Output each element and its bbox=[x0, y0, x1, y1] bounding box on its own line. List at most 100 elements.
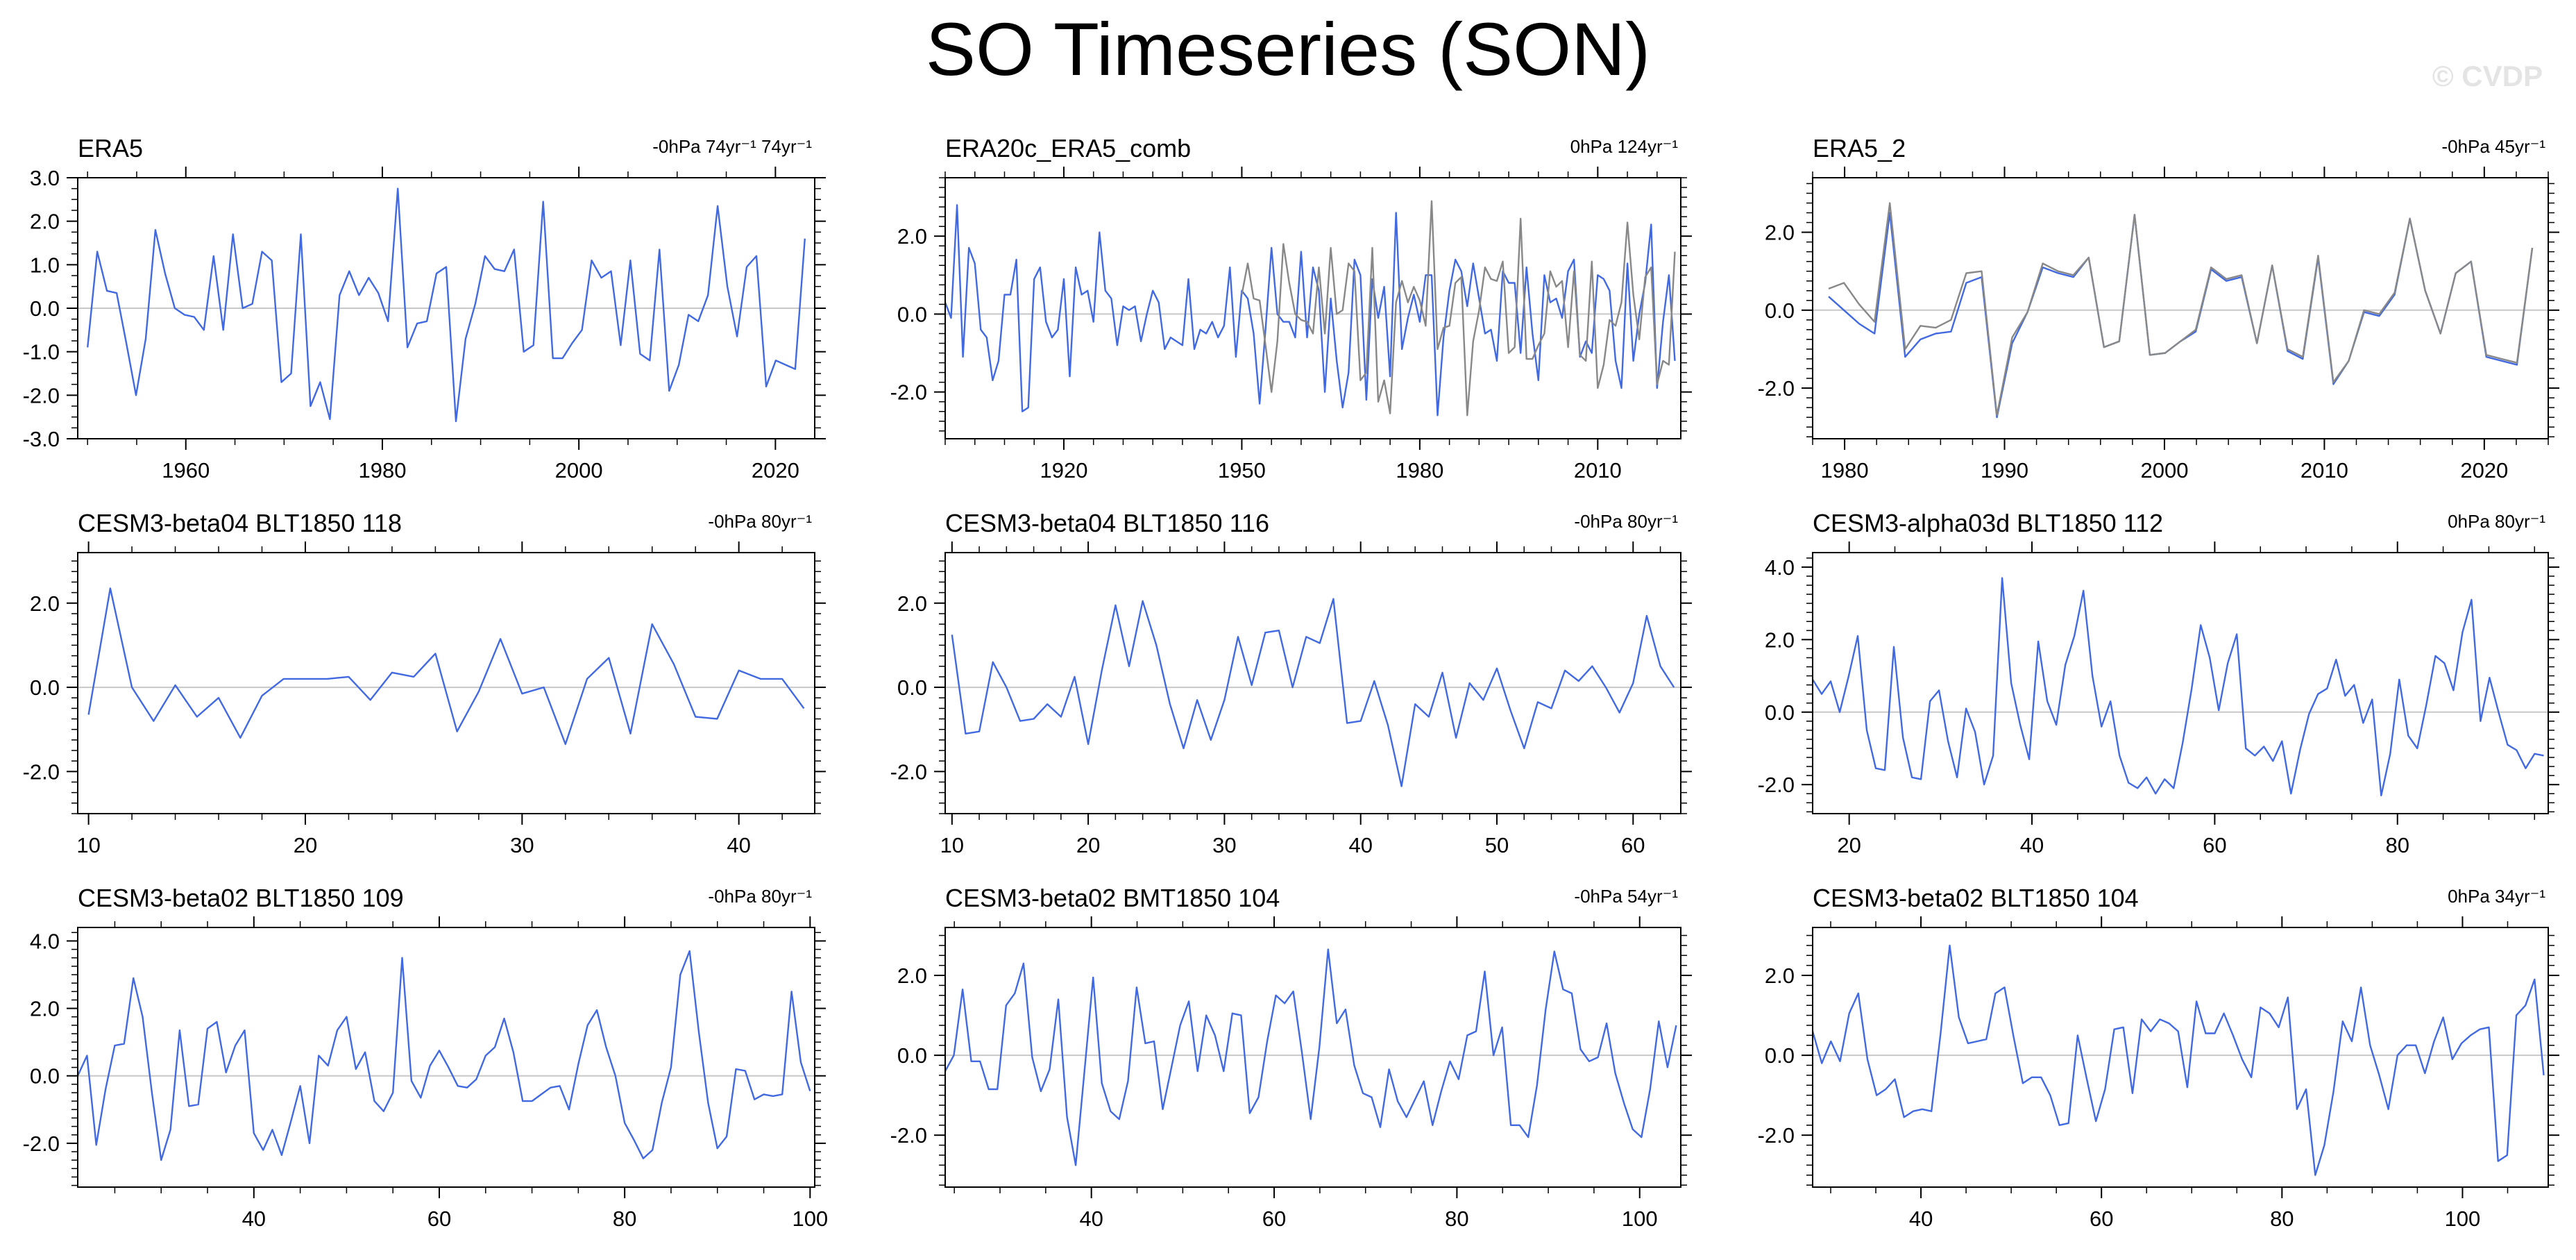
series-line-1 bbox=[1811, 944, 2545, 1176]
panel-annotation: 0hPa 124yr⁻¹ bbox=[1570, 136, 1679, 157]
y-tick-label: 2.0 bbox=[897, 964, 927, 988]
panel-title: ERA5 bbox=[78, 134, 143, 162]
y-tick-label: 4.0 bbox=[30, 929, 60, 953]
plot-frame bbox=[944, 177, 1681, 439]
panel-annotation: -0hPa 54yr⁻¹ bbox=[1574, 886, 1678, 907]
x-tick-label: 60 bbox=[1262, 1207, 1286, 1231]
x-tick-label: 2020 bbox=[2460, 458, 2508, 482]
x-tick-label: 20 bbox=[1076, 833, 1100, 857]
panel-title: ERA5_2 bbox=[1813, 134, 1906, 162]
series-line-1 bbox=[76, 950, 811, 1161]
x-tick-label: 40 bbox=[1348, 833, 1372, 857]
plot-frame bbox=[1812, 552, 2549, 814]
panel-annotation: -0hPa 80yr⁻¹ bbox=[708, 511, 812, 532]
x-tick-label: 60 bbox=[2203, 833, 2226, 857]
y-tick-label: -2.0 bbox=[23, 383, 60, 408]
y-tick-label: 2.0 bbox=[1765, 221, 1795, 245]
series-line-1 bbox=[1828, 212, 2534, 419]
x-tick-label: 40 bbox=[242, 1207, 266, 1231]
series-line-1 bbox=[87, 587, 805, 746]
x-tick-label: 1990 bbox=[1981, 458, 2028, 482]
panel-annotation: -0hPa 80yr⁻¹ bbox=[1574, 511, 1678, 532]
panel-2: -2.0 0.0 2.0 1920 1950 1980 2010 ERA20c_ERA5_co… bbox=[890, 134, 1692, 482]
x-tick-label: 40 bbox=[2020, 833, 2044, 857]
x-tick-label: 30 bbox=[1212, 833, 1236, 857]
panel-3: -2.0 0.0 2.0 1980 1990 2000 2010 2020 ERA5_2 -0hP… bbox=[1758, 134, 2559, 482]
plot-frame bbox=[77, 552, 815, 814]
panel-9: -2.0 0.0 2.0 40 60 80 100 CESM3-beta02 BLT1850 … bbox=[1758, 884, 2559, 1231]
plot-frame bbox=[944, 552, 1681, 814]
y-tick-label: 3.0 bbox=[30, 166, 60, 190]
x-tick-label: 1980 bbox=[1821, 458, 1869, 482]
panel-title: ERA20c_ERA5_comb bbox=[945, 134, 1191, 162]
panel-annotation: -0hPa 74yr⁻¹ 74yr⁻¹ bbox=[652, 136, 812, 157]
x-tick-label: 2000 bbox=[555, 458, 603, 482]
series-line-1 bbox=[944, 948, 1677, 1166]
x-tick-label: 60 bbox=[427, 1207, 451, 1231]
y-tick-label: 0.0 bbox=[30, 1064, 60, 1089]
x-tick-label: 60 bbox=[2090, 1207, 2113, 1231]
y-tick-label: 2.0 bbox=[1765, 628, 1795, 652]
y-tick-label: 2.0 bbox=[897, 591, 927, 616]
y-tick-label: 2.0 bbox=[30, 591, 60, 616]
x-tick-label: 100 bbox=[2445, 1207, 2481, 1231]
panel-annotation: -0hPa 80yr⁻¹ bbox=[708, 886, 812, 907]
plot-frame bbox=[944, 927, 1681, 1188]
y-tick-label: 0.0 bbox=[30, 675, 60, 700]
plot-frame bbox=[1812, 927, 2549, 1188]
panel-5: -2.0 0.0 2.0 10 20 30 40 50 60 CESM3-beta04 BLT18… bbox=[890, 509, 1692, 857]
y-tick-label: 0.0 bbox=[1765, 700, 1795, 725]
series-line-1 bbox=[1811, 577, 2544, 797]
plot-frame bbox=[1812, 177, 2549, 439]
x-tick-label: 2000 bbox=[2140, 458, 2188, 482]
x-tick-label: 1980 bbox=[358, 458, 406, 482]
x-tick-label: 80 bbox=[2385, 833, 2409, 857]
x-tick-label: 1950 bbox=[1218, 458, 1266, 482]
x-tick-label: 40 bbox=[1909, 1207, 1933, 1231]
x-tick-label: 100 bbox=[792, 1207, 828, 1231]
y-tick-label: -2.0 bbox=[23, 1132, 60, 1156]
panel-title: CESM3-beta02 BMT1850 104 bbox=[945, 884, 1280, 912]
panel-8: -2.0 0.0 2.0 40 60 80 100 CESM3-beta02 BMT1850 … bbox=[890, 884, 1692, 1231]
panel-title: CESM3-beta04 BLT1850 116 bbox=[945, 509, 1269, 537]
x-tick-label: 2010 bbox=[2300, 458, 2348, 482]
x-tick-label: 40 bbox=[1079, 1207, 1103, 1231]
panel-title: CESM3-beta02 BLT1850 104 bbox=[1813, 884, 2139, 912]
x-tick-label: 1920 bbox=[1040, 458, 1087, 482]
x-tick-label: 1960 bbox=[162, 458, 210, 482]
y-tick-label: 2.0 bbox=[1765, 964, 1795, 988]
x-tick-label: 100 bbox=[1622, 1207, 1658, 1231]
panel-title: CESM3-beta04 BLT1850 118 bbox=[78, 509, 402, 537]
series-line-1 bbox=[87, 187, 806, 423]
y-tick-label: -3.0 bbox=[23, 427, 60, 451]
y-tick-label: 0.0 bbox=[1765, 299, 1795, 323]
panel-1: -3.0 -2.0 -1.0 0.0 1.0 2.0 3.0 1960 1980 2000 2020… bbox=[23, 134, 826, 482]
x-tick-label: 80 bbox=[613, 1207, 636, 1231]
plot-frame bbox=[77, 927, 815, 1188]
series-line-1 bbox=[944, 204, 1676, 417]
cvdp-watermark: © CVDP bbox=[2432, 60, 2543, 92]
x-tick-label: 10 bbox=[940, 833, 964, 857]
x-tick-label: 50 bbox=[1485, 833, 1509, 857]
y-tick-label: 0.0 bbox=[30, 296, 60, 321]
y-tick-label: 0.0 bbox=[1765, 1043, 1795, 1068]
y-tick-label: 2.0 bbox=[30, 210, 60, 234]
series-line-2 bbox=[1828, 202, 2534, 417]
main-title: SO Timeseries (SON) bbox=[925, 7, 1651, 91]
y-tick-label: 2.0 bbox=[897, 224, 927, 249]
y-tick-label: -2.0 bbox=[23, 759, 60, 784]
y-tick-label: 2.0 bbox=[30, 997, 60, 1021]
panel-annotation: -0hPa 45yr⁻¹ bbox=[2441, 136, 2545, 157]
panel-annotation: 0hPa 80yr⁻¹ bbox=[2448, 511, 2545, 532]
y-tick-label: 0.0 bbox=[897, 302, 927, 326]
y-tick-label: -2.0 bbox=[1758, 773, 1795, 797]
y-tick-label: -2.0 bbox=[890, 380, 927, 405]
x-tick-label: 30 bbox=[510, 833, 534, 857]
y-tick-label: -2.0 bbox=[1758, 1123, 1795, 1148]
x-tick-label: 80 bbox=[2270, 1207, 2294, 1231]
x-tick-label: 10 bbox=[76, 833, 100, 857]
panel-annotation: 0hPa 34yr⁻¹ bbox=[2448, 886, 2545, 907]
y-tick-label: 4.0 bbox=[1765, 555, 1795, 580]
x-tick-label: 60 bbox=[1621, 833, 1645, 857]
